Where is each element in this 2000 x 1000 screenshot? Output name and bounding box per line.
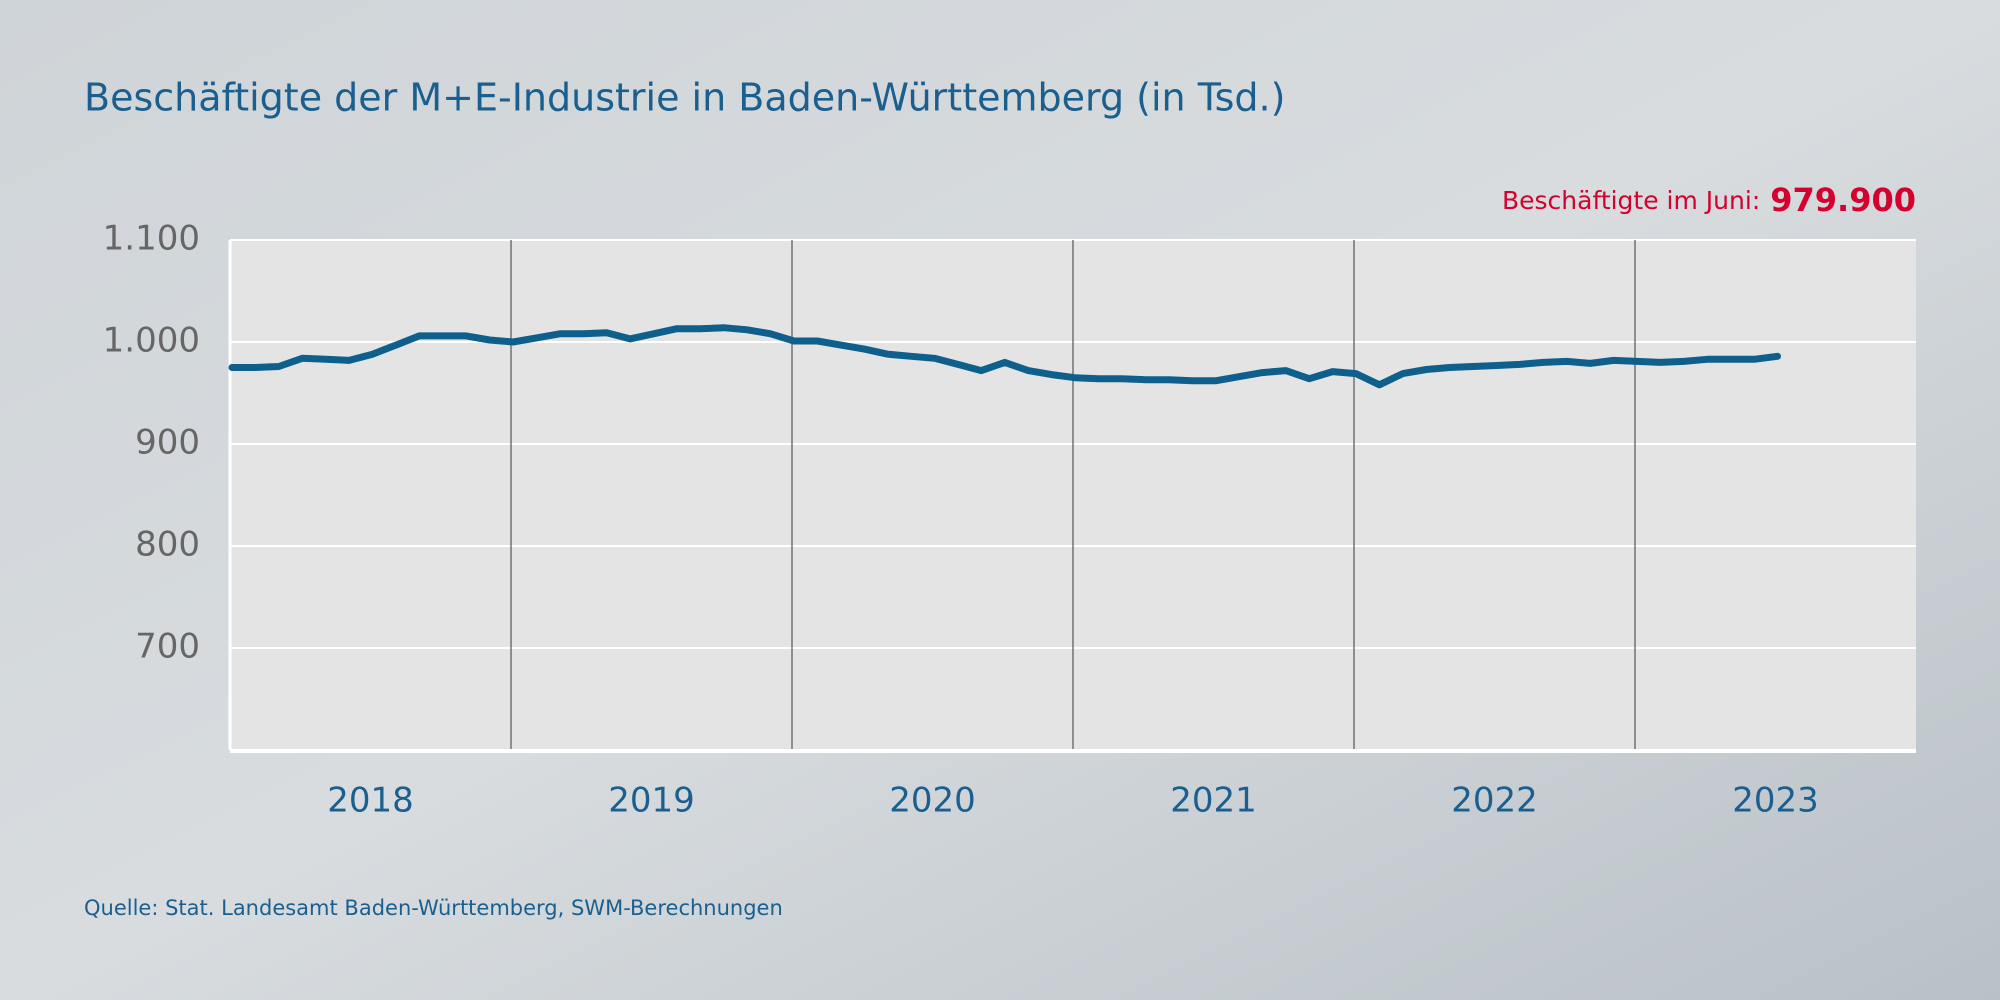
x-tick-label: 2018 <box>327 781 414 821</box>
x-tick-label: 2019 <box>608 781 695 821</box>
y-tick-label: 1.000 <box>103 321 200 361</box>
y-tick-label: 700 <box>135 627 200 667</box>
y-tick-label: 900 <box>135 423 200 463</box>
y-tick-label: 800 <box>135 525 200 565</box>
annotation-value: 979.900 <box>1770 181 1916 219</box>
x-tick-label: 2020 <box>889 781 976 821</box>
annotation: Beschäftigte im Juni: 979.900 <box>1502 181 1916 219</box>
chart-title: Beschäftigte der M+E-Industrie in Baden-… <box>84 76 1285 120</box>
x-tick-label: 2021 <box>1170 781 1257 821</box>
y-tick-label: 1.100 <box>103 219 200 259</box>
x-tick-label: 2022 <box>1451 781 1538 821</box>
source: Quelle: Stat. Landesamt Baden-Württember… <box>84 896 783 920</box>
annotation-label: Beschäftigte im Juni: <box>1502 186 1760 215</box>
data-line <box>228 324 1781 389</box>
x-tick-label: 2023 <box>1732 781 1819 821</box>
